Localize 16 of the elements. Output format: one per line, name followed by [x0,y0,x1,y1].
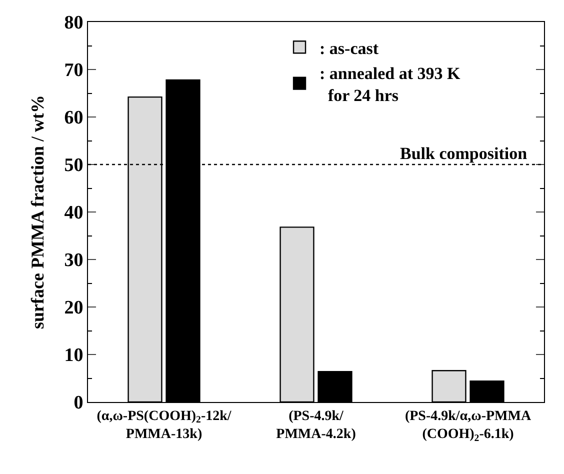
y-tick-label: 10 [64,345,84,366]
y-tick-label: 80 [64,12,84,34]
y-tick-label: 70 [64,60,84,82]
legend-label: : annealed at 393 K for 24 hrs [320,64,462,105]
ref-line-label: Bulk composition [400,144,528,163]
y-tick-label: 30 [64,250,84,272]
y-tick-label: 60 [64,108,84,129]
y-tick-label: 40 [64,202,84,224]
x-tick-label: (PS-4.9k/ PMMA-4.2k) [276,408,356,442]
legend-label: : as-cast [320,38,379,58]
y-axis-title: surface PMMA fraction / wt% [27,95,48,329]
y-tick-label: 50 [64,155,84,176]
x-tick-label: (PS-4.9k/α,ω-PMMA (COOH)$_{2}$-6.1k) [404,408,532,444]
x-tick-label: (α,ω-PS(COOH)$_{2}$-12k/ PMMA-13k) [96,408,232,442]
y-tick-label: 20 [64,298,84,319]
y-tick-label: 0 [74,392,84,414]
